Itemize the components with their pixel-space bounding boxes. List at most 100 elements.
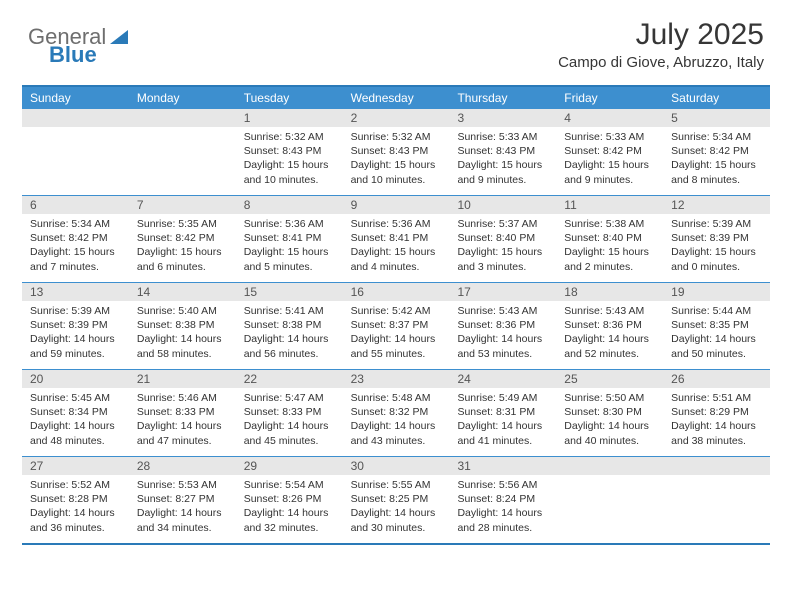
day-body: Sunrise: 5:43 AMSunset: 8:36 PMDaylight:… [449, 301, 556, 365]
day-body: Sunrise: 5:36 AMSunset: 8:41 PMDaylight:… [343, 214, 450, 278]
day-body: Sunrise: 5:36 AMSunset: 8:41 PMDaylight:… [236, 214, 343, 278]
day-number [663, 457, 770, 475]
sunrise-text: Sunrise: 5:40 AM [137, 304, 230, 318]
daylight-text: Daylight: 14 hours and 56 minutes. [244, 332, 337, 360]
daylight-text: Daylight: 14 hours and 41 minutes. [457, 419, 550, 447]
day-cell: 18Sunrise: 5:43 AMSunset: 8:36 PMDayligh… [556, 283, 663, 369]
day-cell: 12Sunrise: 5:39 AMSunset: 8:39 PMDayligh… [663, 196, 770, 282]
sunset-text: Sunset: 8:42 PM [137, 231, 230, 245]
sunrise-text: Sunrise: 5:47 AM [244, 391, 337, 405]
day-body: Sunrise: 5:34 AMSunset: 8:42 PMDaylight:… [22, 214, 129, 278]
sunrise-text: Sunrise: 5:41 AM [244, 304, 337, 318]
day-cell: 21Sunrise: 5:46 AMSunset: 8:33 PMDayligh… [129, 370, 236, 456]
day-cell [663, 457, 770, 543]
sunset-text: Sunset: 8:28 PM [30, 492, 123, 506]
day-cell: 30Sunrise: 5:55 AMSunset: 8:25 PMDayligh… [343, 457, 450, 543]
sunset-text: Sunset: 8:27 PM [137, 492, 230, 506]
dayhead: Wednesday [343, 87, 450, 109]
day-number: 25 [556, 370, 663, 388]
week-row: 13Sunrise: 5:39 AMSunset: 8:39 PMDayligh… [22, 282, 770, 369]
sunset-text: Sunset: 8:30 PM [564, 405, 657, 419]
sunset-text: Sunset: 8:40 PM [457, 231, 550, 245]
sunrise-text: Sunrise: 5:35 AM [137, 217, 230, 231]
sunrise-text: Sunrise: 5:37 AM [457, 217, 550, 231]
day-body: Sunrise: 5:52 AMSunset: 8:28 PMDaylight:… [22, 475, 129, 539]
day-body: Sunrise: 5:32 AMSunset: 8:43 PMDaylight:… [236, 127, 343, 191]
daylight-text: Daylight: 14 hours and 28 minutes. [457, 506, 550, 534]
day-number: 28 [129, 457, 236, 475]
sunrise-text: Sunrise: 5:38 AM [564, 217, 657, 231]
dayhead: Monday [129, 87, 236, 109]
sunrise-text: Sunrise: 5:34 AM [30, 217, 123, 231]
daylight-text: Daylight: 14 hours and 53 minutes. [457, 332, 550, 360]
day-number: 14 [129, 283, 236, 301]
daylight-text: Daylight: 14 hours and 40 minutes. [564, 419, 657, 447]
daylight-text: Daylight: 14 hours and 30 minutes. [351, 506, 444, 534]
sunrise-text: Sunrise: 5:54 AM [244, 478, 337, 492]
sunset-text: Sunset: 8:38 PM [137, 318, 230, 332]
week-row: 27Sunrise: 5:52 AMSunset: 8:28 PMDayligh… [22, 456, 770, 543]
sunset-text: Sunset: 8:43 PM [457, 144, 550, 158]
daylight-text: Daylight: 15 hours and 6 minutes. [137, 245, 230, 273]
day-cell [22, 109, 129, 195]
sunrise-text: Sunrise: 5:42 AM [351, 304, 444, 318]
sunset-text: Sunset: 8:41 PM [244, 231, 337, 245]
day-number: 31 [449, 457, 556, 475]
daylight-text: Daylight: 15 hours and 0 minutes. [671, 245, 764, 273]
day-number: 3 [449, 109, 556, 127]
sunrise-text: Sunrise: 5:56 AM [457, 478, 550, 492]
sunset-text: Sunset: 8:43 PM [244, 144, 337, 158]
daylight-text: Daylight: 14 hours and 58 minutes. [137, 332, 230, 360]
daylight-text: Daylight: 14 hours and 50 minutes. [671, 332, 764, 360]
day-number: 15 [236, 283, 343, 301]
day-cell: 10Sunrise: 5:37 AMSunset: 8:40 PMDayligh… [449, 196, 556, 282]
daylight-text: Daylight: 15 hours and 5 minutes. [244, 245, 337, 273]
daylight-text: Daylight: 15 hours and 2 minutes. [564, 245, 657, 273]
week-row: 6Sunrise: 5:34 AMSunset: 8:42 PMDaylight… [22, 195, 770, 282]
day-cell: 7Sunrise: 5:35 AMSunset: 8:42 PMDaylight… [129, 196, 236, 282]
page-header: General July 2025 Campo di Giove, Abruzz… [0, 0, 792, 77]
day-body: Sunrise: 5:55 AMSunset: 8:25 PMDaylight:… [343, 475, 450, 539]
sunset-text: Sunset: 8:33 PM [244, 405, 337, 419]
daylight-text: Daylight: 15 hours and 10 minutes. [244, 158, 337, 186]
day-body: Sunrise: 5:44 AMSunset: 8:35 PMDaylight:… [663, 301, 770, 365]
sunrise-text: Sunrise: 5:48 AM [351, 391, 444, 405]
day-number: 4 [556, 109, 663, 127]
daylight-text: Daylight: 14 hours and 48 minutes. [30, 419, 123, 447]
day-body: Sunrise: 5:37 AMSunset: 8:40 PMDaylight:… [449, 214, 556, 278]
day-body: Sunrise: 5:38 AMSunset: 8:40 PMDaylight:… [556, 214, 663, 278]
daylight-text: Daylight: 15 hours and 8 minutes. [671, 158, 764, 186]
sunrise-text: Sunrise: 5:34 AM [671, 130, 764, 144]
dayhead: Sunday [22, 87, 129, 109]
sunset-text: Sunset: 8:32 PM [351, 405, 444, 419]
daylight-text: Daylight: 15 hours and 10 minutes. [351, 158, 444, 186]
sunrise-text: Sunrise: 5:53 AM [137, 478, 230, 492]
day-number: 27 [22, 457, 129, 475]
sunset-text: Sunset: 8:25 PM [351, 492, 444, 506]
day-cell: 16Sunrise: 5:42 AMSunset: 8:37 PMDayligh… [343, 283, 450, 369]
day-body: Sunrise: 5:56 AMSunset: 8:24 PMDaylight:… [449, 475, 556, 539]
day-cell: 3Sunrise: 5:33 AMSunset: 8:43 PMDaylight… [449, 109, 556, 195]
sunset-text: Sunset: 8:42 PM [30, 231, 123, 245]
sunrise-text: Sunrise: 5:49 AM [457, 391, 550, 405]
day-cell: 2Sunrise: 5:32 AMSunset: 8:43 PMDaylight… [343, 109, 450, 195]
daylight-text: Daylight: 14 hours and 59 minutes. [30, 332, 123, 360]
day-body: Sunrise: 5:49 AMSunset: 8:31 PMDaylight:… [449, 388, 556, 452]
sunrise-text: Sunrise: 5:43 AM [564, 304, 657, 318]
sunset-text: Sunset: 8:39 PM [671, 231, 764, 245]
daylight-text: Daylight: 15 hours and 7 minutes. [30, 245, 123, 273]
sunset-text: Sunset: 8:26 PM [244, 492, 337, 506]
day-body: Sunrise: 5:53 AMSunset: 8:27 PMDaylight:… [129, 475, 236, 539]
sunset-text: Sunset: 8:36 PM [564, 318, 657, 332]
day-body: Sunrise: 5:46 AMSunset: 8:33 PMDaylight:… [129, 388, 236, 452]
day-cell: 23Sunrise: 5:48 AMSunset: 8:32 PMDayligh… [343, 370, 450, 456]
day-body: Sunrise: 5:34 AMSunset: 8:42 PMDaylight:… [663, 127, 770, 191]
sunrise-text: Sunrise: 5:46 AM [137, 391, 230, 405]
location-text: Campo di Giove, Abruzzo, Italy [558, 54, 764, 71]
week-row: 1Sunrise: 5:32 AMSunset: 8:43 PMDaylight… [22, 109, 770, 195]
dayhead-row: SundayMondayTuesdayWednesdayThursdayFrid… [22, 87, 770, 109]
daylight-text: Daylight: 14 hours and 55 minutes. [351, 332, 444, 360]
day-body: Sunrise: 5:33 AMSunset: 8:43 PMDaylight:… [449, 127, 556, 191]
day-body: Sunrise: 5:48 AMSunset: 8:32 PMDaylight:… [343, 388, 450, 452]
day-cell: 1Sunrise: 5:32 AMSunset: 8:43 PMDaylight… [236, 109, 343, 195]
